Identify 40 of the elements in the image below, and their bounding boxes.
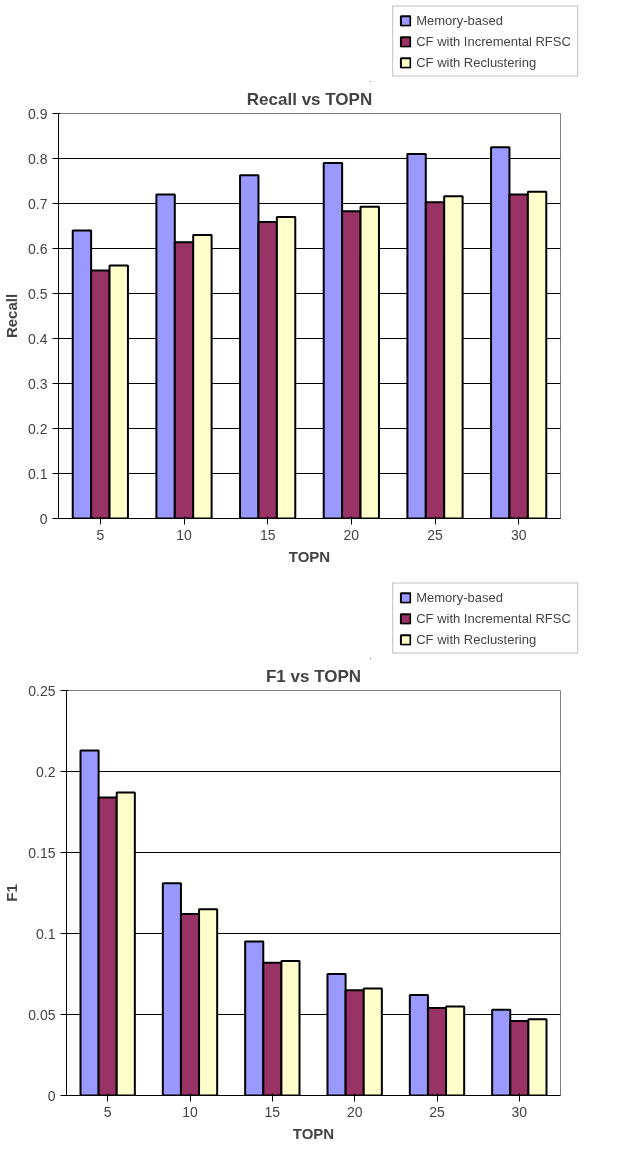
x-tick-label: 15 <box>259 526 276 543</box>
y-tick-label: 0 <box>47 1087 56 1104</box>
legend-label: CF with Reclustering <box>416 54 537 70</box>
y-axis-title: F1 <box>3 884 21 902</box>
legend-label: Memory-based <box>416 589 503 605</box>
y-tick-label: 0.05 <box>28 1006 56 1023</box>
y-tick-label: 0.2 <box>28 420 48 437</box>
y-tick-label: 0.6 <box>28 240 48 257</box>
legend-label: Memory-based <box>416 12 503 28</box>
y-tick-label: 0.15 <box>28 844 56 861</box>
x-axis-title: TOPN <box>292 1124 335 1142</box>
y-tick-label: 0.7 <box>28 195 48 212</box>
x-tick-label: 10 <box>182 1103 198 1120</box>
x-tick-label: 5 <box>103 1103 112 1120</box>
x-tick-label: 20 <box>343 526 360 543</box>
y-tick-label: 0.9 <box>28 105 48 122</box>
legend-label: CF with Incremental RFSC <box>416 33 571 49</box>
legend-label: CF with Incremental RFSC <box>416 610 571 626</box>
chart-title: F1 vs TOPN <box>265 666 362 686</box>
chart-title: Recall vs TOPN <box>246 89 373 109</box>
y-tick-label: 0.8 <box>28 150 48 167</box>
y-axis-title: Recall <box>3 293 21 339</box>
x-tick-label: 20 <box>346 1103 363 1120</box>
x-tick-label: 30 <box>511 1103 528 1120</box>
y-tick-label: 0 <box>39 510 48 527</box>
x-axis-title: TOPN <box>288 547 331 565</box>
y-tick-label: 0.25 <box>28 682 56 699</box>
y-tick-label: 0.1 <box>36 925 56 942</box>
y-tick-label: 0.4 <box>28 330 48 347</box>
legend-label: CF with Reclustering <box>416 631 537 647</box>
x-tick-label: 25 <box>427 526 443 543</box>
x-tick-label: 15 <box>264 1103 281 1120</box>
x-tick-label: 10 <box>176 526 192 543</box>
y-tick-label: 0.5 <box>28 285 48 302</box>
y-tick-label: 0.2 <box>36 763 56 780</box>
x-tick-label: 25 <box>429 1103 445 1120</box>
x-tick-label: 5 <box>96 526 105 543</box>
y-tick-label: 0.3 <box>28 375 48 392</box>
x-tick-label: 30 <box>510 526 527 543</box>
y-tick-label: 0.1 <box>28 465 48 482</box>
